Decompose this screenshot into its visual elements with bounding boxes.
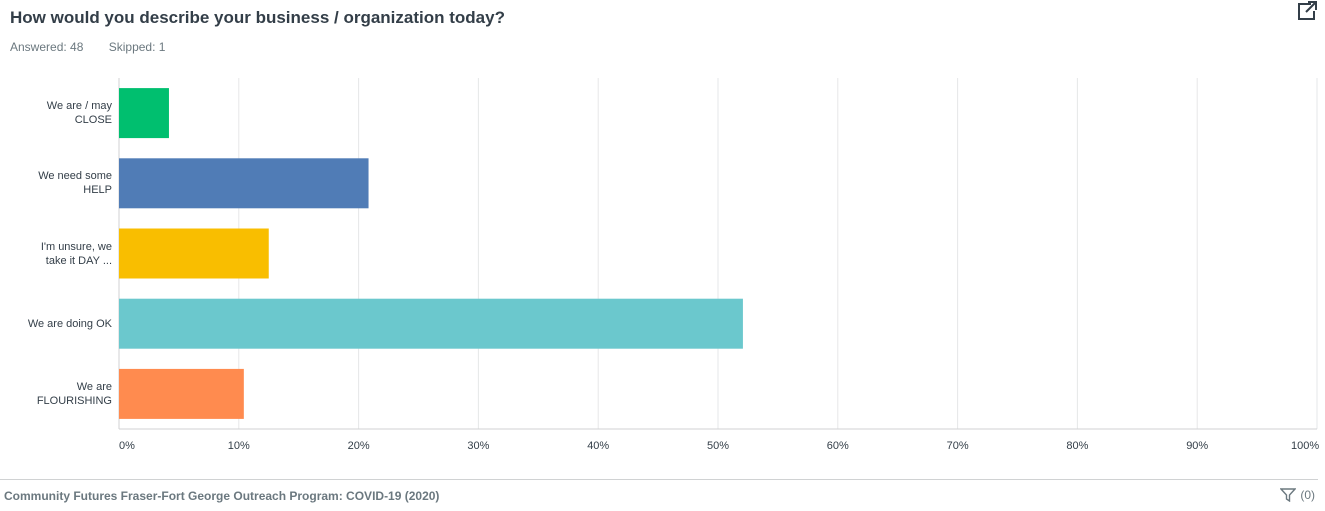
category-label-line: take it DAY ... (45, 254, 112, 267)
survey-name: Community Futures Fraser-Fort George Out… (4, 489, 440, 503)
x-tick-label: 30% (467, 440, 490, 452)
filter-count: (0) (1300, 488, 1315, 502)
x-tick-label: 70% (946, 440, 969, 452)
bar[interactable] (119, 88, 169, 139)
response-stats: Answered: 48 Skipped: 1 (10, 40, 165, 54)
category-label-line: We are doing OK (27, 317, 112, 330)
x-tick-label: 20% (347, 440, 370, 452)
category-label-line: CLOSE (74, 114, 112, 127)
bar[interactable] (119, 228, 269, 279)
category-label-line: I'm unsure, we (40, 240, 112, 253)
footer-divider (0, 479, 1318, 480)
x-tick-label: 40% (587, 440, 610, 452)
category-label-line: FLOURISHING (36, 394, 112, 407)
filter-icon (1280, 488, 1297, 502)
category-label: I'm unsure, we take it DAY ... (12, 240, 112, 268)
x-tick-label: 80% (1066, 440, 1089, 452)
x-tick-label: 100% (1291, 440, 1320, 452)
category-label: We need some HELP (12, 169, 112, 197)
x-tick-label: 0% (119, 440, 135, 452)
category-label-line: We are / may (46, 100, 112, 113)
external-link-icon[interactable] (1296, 0, 1318, 22)
category-label: We are FLOURISHING (12, 380, 112, 408)
x-tick-label: 10% (227, 440, 250, 452)
bar[interactable] (119, 158, 369, 209)
skipped-count: Skipped: 1 (108, 40, 166, 54)
answered-count: Answered: 48 (10, 40, 84, 54)
category-label-line: We are (76, 380, 112, 393)
bar[interactable] (119, 368, 244, 419)
x-tick-label: 90% (1186, 440, 1209, 452)
bar[interactable] (119, 298, 743, 349)
bar-chart: 0% 10% 20% 30% 40% 50% 60% 70% 80% 90% 100% We are … (0, 70, 1325, 470)
x-tick-label: 60% (826, 440, 849, 452)
category-label: We are / may CLOSE (12, 99, 112, 127)
chart-plot (118, 78, 1318, 430)
filter-button[interactable]: (0) (1280, 488, 1315, 502)
x-tick-label: 50% (707, 440, 730, 452)
category-label-line: We need some (38, 170, 112, 183)
category-label-line: HELP (83, 184, 112, 197)
question-title: How would you describe your business / o… (10, 8, 505, 27)
category-label: We are doing OK (12, 317, 112, 331)
